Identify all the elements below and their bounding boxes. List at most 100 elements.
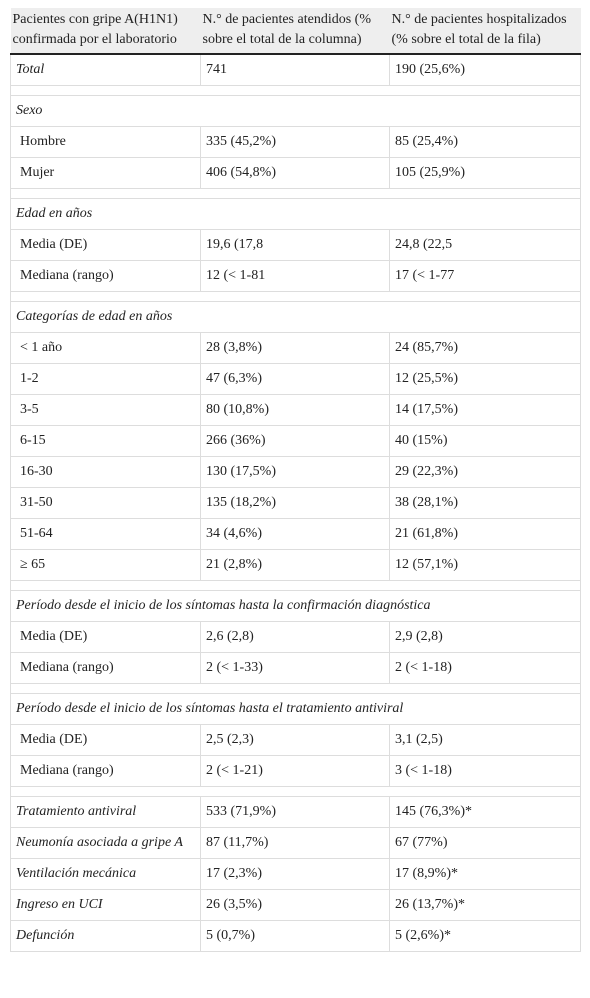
spacer-row xyxy=(10,683,581,694)
data-row: Hombre 335 (45,2%) 85 (25,4%) xyxy=(10,126,581,158)
value-cell: 40 (15%) xyxy=(389,425,581,457)
row-label: 1-2 xyxy=(10,363,201,395)
data-row: 31-50 135 (18,2%) 38 (28,1%) xyxy=(10,487,581,519)
header-row: Pacientes con gripe A(H1N1) confirmada p… xyxy=(10,8,581,55)
row-label: Media (DE) xyxy=(10,621,201,653)
value-cell: 38 (28,1%) xyxy=(389,487,581,519)
spacer-cell xyxy=(10,580,581,591)
row-label: Mujer xyxy=(10,157,201,189)
value-cell: 12 (< 1-81 xyxy=(200,260,390,292)
data-table: Pacientes con gripe A(H1N1) confirmada p… xyxy=(10,8,581,952)
value-cell: 80 (10,8%) xyxy=(200,394,390,426)
table-body: Total 741 190 (25,6%) Sexo Hombre 335 (45,2%)… xyxy=(10,53,581,952)
spacer-cell xyxy=(10,786,581,797)
row-label: ≥ 65 xyxy=(10,549,201,581)
value-cell: 2 (< 1-21) xyxy=(200,755,390,787)
value-cell: 335 (45,2%) xyxy=(200,126,390,158)
row-label: Total xyxy=(10,53,201,86)
value-cell: 17 (< 1-77 xyxy=(389,260,581,292)
data-row: Tratamiento antiviral 533 (71,9%) 145 (76,… xyxy=(10,796,581,828)
value-cell: 2 (< 1-18) xyxy=(389,652,581,684)
value-cell: 24,8 (22,5 xyxy=(389,229,581,261)
row-label: Neumonía asociada a gripe A xyxy=(10,827,201,859)
value-cell: 2,5 (2,3) xyxy=(200,724,390,756)
value-cell: 17 (2,3%) xyxy=(200,858,390,890)
value-cell: 3,1 (2,5) xyxy=(389,724,581,756)
value-cell: 12 (57,1%) xyxy=(389,549,581,581)
value-cell: 266 (36%) xyxy=(200,425,390,457)
data-row: Media (DE) 2,5 (2,3) 3,1 (2,5) xyxy=(10,724,581,756)
section-title: Edad en años xyxy=(10,198,581,230)
value-cell: 47 (6,3%) xyxy=(200,363,390,395)
value-cell: 21 (2,8%) xyxy=(200,549,390,581)
value-cell: 87 (11,7%) xyxy=(200,827,390,859)
section-title: Sexo xyxy=(10,95,581,127)
data-row: ≥ 65 21 (2,8%) 12 (57,1%) xyxy=(10,549,581,581)
row-label: Ventilación mecánica xyxy=(10,858,201,890)
spacer-row xyxy=(10,580,581,591)
value-cell: 26 (3,5%) xyxy=(200,889,390,921)
spacer-cell xyxy=(10,85,581,96)
row-label: Mediana (rango) xyxy=(10,755,201,787)
section-row: Categorías de edad en años xyxy=(10,301,581,333)
row-label: 31-50 xyxy=(10,487,201,519)
value-cell: 12 (25,5%) xyxy=(389,363,581,395)
data-row: 51-64 34 (4,6%) 21 (61,8%) xyxy=(10,518,581,550)
value-cell: 2 (< 1-33) xyxy=(200,652,390,684)
value-cell: 533 (71,9%) xyxy=(200,796,390,828)
value-cell: 5 (2,6%)* xyxy=(389,920,581,952)
row-label: Defunción xyxy=(10,920,201,952)
header-cell: N.° de pacientes atendidos (% sobre el t… xyxy=(200,8,390,55)
spacer-cell xyxy=(10,683,581,694)
row-label: < 1 año xyxy=(10,332,201,364)
spacer-row xyxy=(10,786,581,797)
value-cell: 741 xyxy=(200,53,390,86)
data-row: Media (DE) 19,6 (17,8 24,8 (22,5 xyxy=(10,229,581,261)
data-row: Mediana (rango) 12 (< 1-81 17 (< 1-77 xyxy=(10,260,581,292)
value-cell: 85 (25,4%) xyxy=(389,126,581,158)
data-row: 3-5 80 (10,8%) 14 (17,5%) xyxy=(10,394,581,426)
section-row: Sexo xyxy=(10,95,581,127)
value-cell: 26 (13,7%)* xyxy=(389,889,581,921)
row-label: Ingreso en UCI xyxy=(10,889,201,921)
section-title: Período desde el inicio de los síntomas … xyxy=(10,693,581,725)
data-row: Media (DE) 2,6 (2,8) 2,9 (2,8) xyxy=(10,621,581,653)
section-row: Período desde el inicio de los síntomas … xyxy=(10,693,581,725)
row-label: Media (DE) xyxy=(10,724,201,756)
value-cell: 105 (25,9%) xyxy=(389,157,581,189)
data-row: < 1 año 28 (3,8%) 24 (85,7%) xyxy=(10,332,581,364)
section-title: Categorías de edad en años xyxy=(10,301,581,333)
data-row: Ventilación mecánica 17 (2,3%) 17 (8,9%)* xyxy=(10,858,581,890)
value-cell: 190 (25,6%) xyxy=(389,53,581,86)
value-cell: 21 (61,8%) xyxy=(389,518,581,550)
value-cell: 34 (4,6%) xyxy=(200,518,390,550)
value-cell: 406 (54,8%) xyxy=(200,157,390,189)
row-label: 51-64 xyxy=(10,518,201,550)
value-cell: 24 (85,7%) xyxy=(389,332,581,364)
spacer-cell xyxy=(10,188,581,199)
data-row: 16-30 130 (17,5%) 29 (22,3%) xyxy=(10,456,581,488)
row-label: Hombre xyxy=(10,126,201,158)
section-row: Edad en años xyxy=(10,198,581,230)
value-cell: 3 (< 1-18) xyxy=(389,755,581,787)
value-cell: 19,6 (17,8 xyxy=(200,229,390,261)
value-cell: 28 (3,8%) xyxy=(200,332,390,364)
value-cell: 2,9 (2,8) xyxy=(389,621,581,653)
section-title: Período desde el inicio de los síntomas … xyxy=(10,590,581,622)
row-label: Media (DE) xyxy=(10,229,201,261)
data-row: Neumonía asociada a gripe A 87 (11,7%) 67 … xyxy=(10,827,581,859)
data-row: Defunción 5 (0,7%) 5 (2,6%)* xyxy=(10,920,581,952)
value-cell: 130 (17,5%) xyxy=(200,456,390,488)
row-label: 16-30 xyxy=(10,456,201,488)
spacer-row xyxy=(10,188,581,199)
data-row: Ingreso en UCI 26 (3,5%) 26 (13,7%)* xyxy=(10,889,581,921)
data-row: Mujer 406 (54,8%) 105 (25,9%) xyxy=(10,157,581,189)
spacer-row xyxy=(10,291,581,302)
value-cell: 17 (8,9%)* xyxy=(389,858,581,890)
spacer-row xyxy=(10,85,581,96)
data-row: Total 741 190 (25,6%) xyxy=(10,53,581,86)
header-cell: N.° de pacientes hospitalizados (% sobre… xyxy=(389,8,581,55)
value-cell: 145 (76,3%)* xyxy=(389,796,581,828)
row-label: 3-5 xyxy=(10,394,201,426)
